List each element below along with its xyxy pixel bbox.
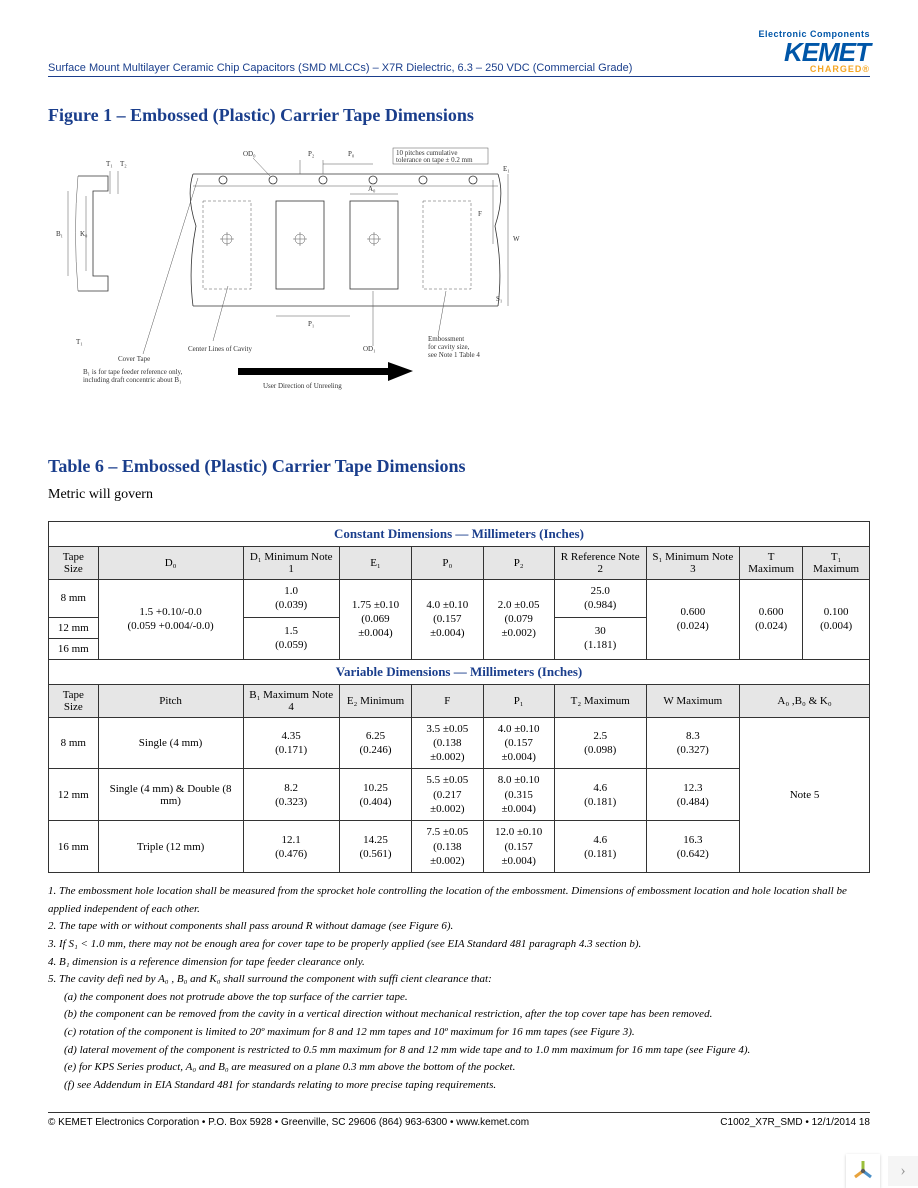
note-2: 2. The tape with or without components s… [48, 918, 870, 936]
label-a0: A₀ [368, 185, 376, 193]
kemet-logo: Electronic Components KEMET CHARGED® [758, 30, 870, 74]
col-tape: Tape Size [49, 547, 99, 580]
label-tol-2: tolerance on tape ± 0.2 mm [396, 156, 473, 164]
label-f: F [478, 210, 482, 218]
next-page-button[interactable]: › [888, 1156, 918, 1186]
page-header: Surface Mount Multilayer Ceramic Chip Ca… [48, 30, 870, 77]
label-emboss-3: see Note 1 Table 4 [428, 351, 480, 359]
label-b-note-1: B₁ is for tape feeder reference only, [83, 368, 183, 376]
cell-12mm: 12 mm [49, 617, 99, 638]
note-5e: (e) for KPS Series product, A₀ and B₀ ar… [48, 1059, 870, 1077]
note-5c: (c) rotation of the component is limited… [48, 1024, 870, 1042]
cell-d1-1216: 1.5(0.059) [243, 617, 339, 659]
section-header-constant: Constant Dimensions — Millimeters (Inche… [49, 522, 870, 547]
label-e1: E₁ [503, 165, 510, 173]
vcol-w: W Maximum [646, 684, 740, 717]
col-s1: S₁ Minimum Note 3 [646, 547, 740, 580]
col-d1: D₁ Minimum Note 1 [243, 547, 339, 580]
header-title: Surface Mount Multilayer Ceramic Chip Ca… [48, 62, 632, 74]
cell-d1-8: 1.0(0.039) [243, 580, 339, 618]
cell-p2: 2.0 ±0.05(0.079 ±0.002) [483, 580, 554, 660]
label-emboss-2: for cavity size, [428, 343, 470, 351]
cell-note5: Note 5 [740, 717, 870, 873]
table-row: 8 mm Single (4 mm) 4.35(0.171) 6.25(0.24… [49, 717, 870, 769]
label-center: Center Lines of Cavity [188, 345, 252, 353]
pager-logo-icon[interactable] [846, 1154, 880, 1188]
label-arrow: User Direction of Unreeling [263, 382, 342, 390]
cell-r-8: 25.0(0.984) [554, 580, 646, 618]
note-5a: (a) the component does not protrude abov… [48, 989, 870, 1007]
carrier-tape-diagram: T₁ T₂ B₁ K₀ T₁ [48, 136, 528, 416]
label-p0: P₀ [348, 150, 355, 158]
footer-left: © KEMET Electronics Corporation • P.O. B… [48, 1117, 529, 1128]
label-od0: OD₀ [243, 150, 256, 158]
dimensions-table: Constant Dimensions — Millimeters (Inche… [48, 521, 870, 873]
cell-8mm: 8 mm [49, 580, 99, 618]
note-5: 5. The cavity defi ned by A₀ , B₀ and K₀… [48, 971, 870, 989]
label-s1: S₁ [496, 295, 502, 303]
pager: › [846, 1154, 918, 1188]
label-od1: OD₁ [363, 345, 376, 353]
col-t1: T₁ Maximum [803, 547, 870, 580]
chevron-right-icon: › [900, 1162, 905, 1180]
vcol-t2: T₂ Maximum [554, 684, 646, 717]
table-title: Table 6 – Embossed (Plastic) Carrier Tap… [48, 456, 870, 477]
note-4: 4. B₁ dimension is a reference dimension… [48, 954, 870, 972]
label-b-note-2: including draft concentric about B₁ [83, 376, 181, 384]
logo-text: KEMET [758, 39, 870, 65]
col-p0: P₀ [412, 547, 483, 580]
col-p2: P₂ [483, 547, 554, 580]
label-t2: T₂ [120, 160, 127, 168]
vcol-abk: A₀ ,B₀ & K₀ [740, 684, 870, 717]
label-cover: Cover Tape [118, 355, 150, 363]
cell-s1: 0.600(0.024) [646, 580, 740, 660]
page-footer: © KEMET Electronics Corporation • P.O. B… [48, 1112, 870, 1128]
note-3: 3. If S₁ < 1.0 mm, there may not be enou… [48, 936, 870, 954]
vcol-e2: E₂ Minimum [339, 684, 411, 717]
cell-d0: 1.5 +0.10/-0.0(0.059 +0.004/-0.0) [98, 580, 243, 660]
vcol-p1: P₁ [483, 684, 554, 717]
col-d0: D₀ [98, 547, 243, 580]
cell-p0: 4.0 ±0.10(0.157 ±0.004) [412, 580, 483, 660]
cell-e1: 1.75 ±0.10(0.069 ±0.004) [339, 580, 411, 660]
label-k0: K₀ [80, 230, 88, 238]
figure-title: Figure 1 – Embossed (Plastic) Carrier Ta… [48, 105, 870, 126]
cell-r-1216: 30(1.181) [554, 617, 646, 659]
cell-t1: 0.100(0.004) [803, 580, 870, 660]
section-header-variable: Variable Dimensions — Millimeters (Inche… [49, 659, 870, 684]
note-5b: (b) the component can be removed from th… [48, 1006, 870, 1024]
footer-right: C1002_X7R_SMD • 12/1/2014 18 [720, 1117, 870, 1128]
label-p2: P₂ [308, 150, 315, 158]
cell-16mm: 16 mm [49, 638, 99, 659]
note-1: 1. The embossment hole location shall be… [48, 883, 870, 918]
metric-note: Metric will govern [48, 487, 870, 503]
label-b1: B₁ [56, 230, 63, 238]
label-emboss-1: Embossment [428, 335, 464, 343]
logo-tagline-sub: CHARGED® [758, 65, 870, 74]
label-p1: P₁ [308, 320, 314, 328]
vcol-b1: B₁ Maximum Note 4 [243, 684, 339, 717]
label-t1: T₁ [106, 160, 113, 168]
col-e1: E₁ [339, 547, 411, 580]
note-5f: (f) see Addendum in EIA Standard 481 for… [48, 1077, 870, 1095]
note-5d: (d) lateral movement of the component is… [48, 1042, 870, 1060]
col-r: R Reference Note 2 [554, 547, 646, 580]
notes-block: 1. The embossment hole location shall be… [48, 883, 870, 1094]
col-t: T Maximum [740, 547, 803, 580]
cell-t: 0.600(0.024) [740, 580, 803, 660]
vcol-tape: Tape Size [49, 684, 99, 717]
label-t1-bottom: T₁ [76, 338, 83, 346]
vcol-pitch: Pitch [98, 684, 243, 717]
vcol-f: F [412, 684, 483, 717]
label-w: W [513, 235, 520, 243]
